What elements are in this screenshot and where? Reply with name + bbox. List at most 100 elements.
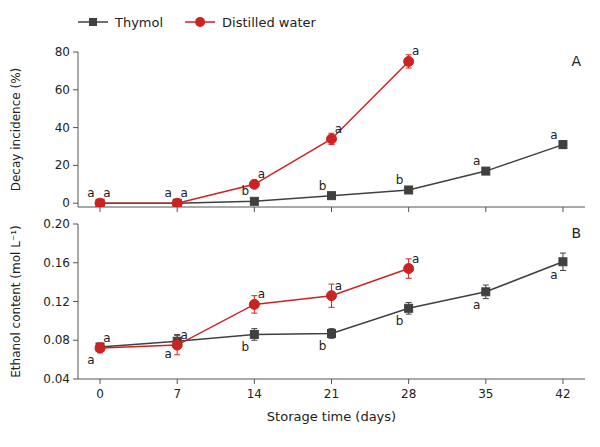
y-tick-label: 20 — [55, 158, 70, 172]
x-tick-label: 0 — [96, 387, 104, 401]
x-tick — [331, 207, 332, 212]
marker — [405, 186, 413, 194]
legend-item: Thymol — [78, 15, 163, 30]
y-tick-label: 60 — [55, 83, 70, 97]
error-bar — [251, 329, 257, 341]
legend: Thymol Distilled water — [78, 15, 317, 30]
x-tick — [485, 207, 486, 212]
annotation: a — [412, 252, 419, 266]
y-axis-line — [78, 52, 79, 207]
annotation: a — [335, 122, 342, 136]
marker — [559, 141, 567, 149]
y-tick-label: 0.08 — [43, 333, 70, 347]
y-tick — [73, 301, 78, 302]
x-tick — [408, 207, 409, 212]
annotation: a — [181, 328, 188, 342]
annotation: b — [319, 339, 327, 353]
marker — [328, 192, 336, 200]
y-axis-label: Ethanol content (mol L⁻¹) — [9, 225, 23, 377]
error-cap — [174, 354, 180, 355]
y-tick-label: 0.20 — [43, 217, 70, 231]
annotation: b — [319, 179, 327, 193]
marker — [482, 167, 490, 175]
annotation: a — [473, 154, 480, 168]
panel-label: B — [571, 225, 581, 241]
x-tick — [485, 379, 486, 384]
y-axis-label: Decay incidence (%) — [9, 68, 23, 192]
x-axis-label: Storage time (days) — [267, 409, 396, 424]
x-tick — [254, 379, 255, 384]
y-tick-label: 40 — [55, 121, 70, 135]
y-tick — [73, 379, 78, 380]
x-tick — [408, 379, 409, 384]
error-cap — [251, 295, 257, 296]
annotation: a — [103, 186, 110, 200]
legend-item: Distilled water — [185, 15, 316, 30]
annotation: a — [473, 298, 480, 312]
plot-area — [95, 55, 567, 207]
x-tick-label: 7 — [173, 387, 181, 401]
marker — [482, 288, 490, 296]
error-bar — [560, 253, 566, 270]
marker — [405, 304, 413, 312]
error-cap — [251, 340, 257, 341]
annotation: b — [242, 184, 250, 198]
error-cap — [483, 298, 489, 299]
annotation: b — [396, 173, 404, 187]
error-cap — [560, 270, 566, 271]
y-tick — [73, 340, 78, 341]
chart: 020406080Decay incidence (%)Aaabbbaaaaaa… — [0, 0, 600, 447]
annotation: b — [396, 314, 404, 328]
x-tick — [562, 379, 563, 384]
y-tick-label: 0.16 — [43, 256, 70, 270]
page: {"chart_data": [ {"type": "line", "title… — [0, 0, 600, 447]
error-cap — [406, 54, 412, 55]
panel-label: A — [571, 53, 581, 69]
error-cap — [251, 328, 257, 329]
x-tick — [100, 207, 101, 212]
annotation: a — [550, 268, 557, 282]
annotation: a — [103, 331, 110, 345]
error-cap — [406, 314, 412, 315]
annotation: a — [258, 287, 265, 301]
error-cap — [406, 258, 412, 259]
error-cap — [174, 335, 180, 336]
error-bar — [560, 141, 566, 149]
error-bar — [329, 329, 335, 339]
error-cap — [483, 285, 489, 286]
x-tick — [100, 379, 101, 384]
legend-marker — [195, 17, 205, 27]
annotation: a — [165, 186, 172, 200]
y-tick — [73, 203, 78, 204]
y-tick — [73, 165, 78, 166]
x-tick-label: 28 — [401, 387, 416, 401]
annotation: a — [412, 44, 419, 58]
error-cap — [174, 334, 180, 335]
annotation: a — [258, 167, 265, 181]
marker — [250, 330, 258, 338]
error-cap — [406, 68, 412, 69]
x-tick-label: 42 — [555, 387, 570, 401]
error-bar — [483, 285, 489, 299]
annotation: a — [165, 347, 172, 361]
x-tick — [177, 379, 178, 384]
error-cap — [251, 313, 257, 314]
y-tick — [73, 89, 78, 90]
marker — [173, 199, 181, 207]
x-tick-label: 14 — [247, 387, 262, 401]
x-tick-label: 35 — [478, 387, 493, 401]
error-cap — [406, 278, 412, 279]
y-tick-label: 0 — [62, 196, 70, 210]
marker — [250, 197, 258, 205]
error-cap — [560, 253, 566, 254]
error-cap — [406, 302, 412, 303]
error-cap — [329, 284, 335, 285]
y-tick-label: 0.04 — [43, 372, 70, 386]
y-tick — [73, 262, 78, 263]
marker — [559, 258, 567, 266]
y-tick-label: 80 — [55, 45, 70, 59]
legend-marker — [89, 18, 97, 26]
y-tick — [73, 127, 78, 128]
error-cap — [329, 307, 335, 308]
series-line — [100, 145, 563, 204]
